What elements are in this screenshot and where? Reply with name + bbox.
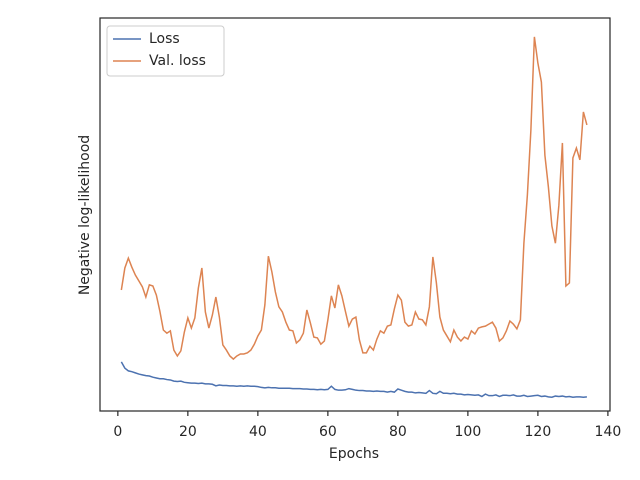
legend-label: Loss [149,31,180,47]
x-tick-label: 60 [319,424,337,440]
y-axis-label: Negative log-likelihood [77,135,93,295]
x-tick-label: 40 [249,424,267,440]
x-tick-label: 100 [455,424,482,440]
x-axis-label: Epochs [329,446,379,462]
x-tick-label: 0 [113,424,122,440]
line-series [120,361,587,399]
x-tick-label: 80 [389,424,407,440]
x-tick-label: 140 [595,424,622,440]
x-tick-label: 20 [179,424,197,440]
plot-frame [99,17,611,412]
x-tick-label: 120 [525,424,552,440]
line-series [120,36,588,361]
legend-label: Val. loss [149,53,206,69]
